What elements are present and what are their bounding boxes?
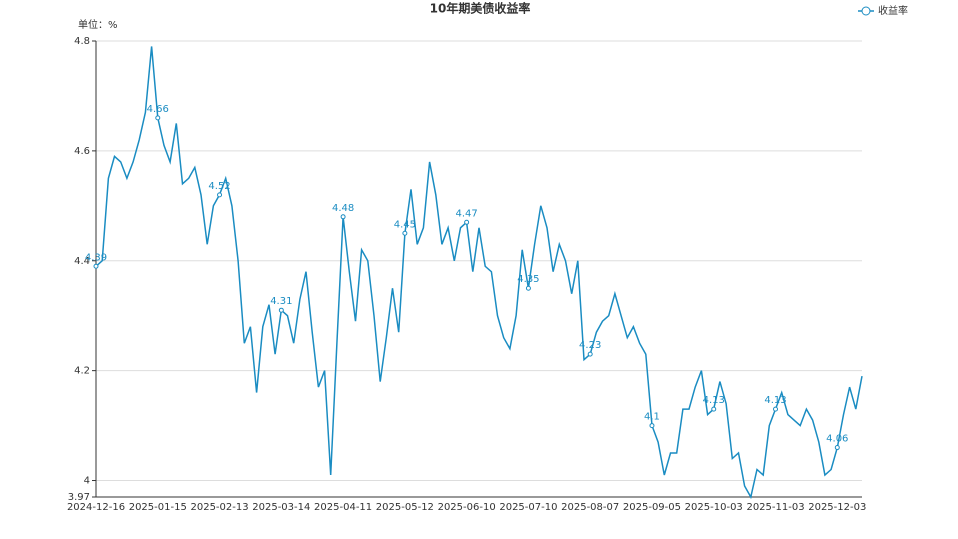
x-tick-label: 2025-02-13 <box>190 502 248 513</box>
data-label: 4.13 <box>703 395 725 406</box>
data-label: 4.31 <box>270 296 292 307</box>
data-label: 4.1 <box>644 412 660 423</box>
point <box>340 214 346 220</box>
data-label: 4.45 <box>394 219 416 230</box>
data-label: 4.06 <box>826 434 848 445</box>
data-label: 4.52 <box>208 181 230 192</box>
y-tick-label: 4.4 <box>74 256 90 267</box>
data-label: 4.48 <box>332 203 354 214</box>
point <box>711 406 717 412</box>
y-tick-label: 4 <box>84 476 90 487</box>
data-label: 4.39 <box>85 252 107 263</box>
point <box>155 115 161 121</box>
point <box>402 230 408 236</box>
x-tick-label: 2025-09-05 <box>623 502 681 513</box>
point <box>834 445 840 451</box>
x-tick-label: 2025-12-03 <box>808 502 866 513</box>
legend-label: 收益率 <box>878 4 908 17</box>
point <box>278 307 284 313</box>
point <box>649 423 655 429</box>
chart-title: 10年期美债收益率 <box>430 1 531 16</box>
x-tick-label: 2025-11-03 <box>746 502 804 513</box>
x-tick-label: 2025-07-10 <box>499 502 557 513</box>
y-tick-label: 3.97 <box>68 492 90 503</box>
x-tick-label: 2025-01-15 <box>129 502 187 513</box>
data-label: 4.66 <box>147 104 169 115</box>
x-tick-label: 2025-04-11 <box>314 502 372 513</box>
unit-label: 单位：% <box>78 18 118 31</box>
legend-marker <box>861 6 871 16</box>
data-label: 4.23 <box>579 340 601 351</box>
x-tick-label: 2025-03-14 <box>252 502 310 513</box>
data-label: 4.13 <box>764 395 786 406</box>
data-label: 4.47 <box>456 208 478 219</box>
point <box>217 192 223 198</box>
x-tick-label: 2025-06-10 <box>438 502 496 513</box>
point <box>525 285 531 291</box>
x-tick-label: 2025-08-07 <box>561 502 619 513</box>
x-tick-label: 2025-05-12 <box>376 502 434 513</box>
point <box>464 219 470 225</box>
point <box>93 263 99 269</box>
y-tick-label: 4.2 <box>74 366 90 377</box>
data-label: 4.35 <box>517 274 539 285</box>
line-series <box>95 46 863 500</box>
x-tick-label: 2025-10-03 <box>685 502 743 513</box>
point <box>587 351 593 357</box>
x-tick-label: 2024-12-16 <box>67 502 125 513</box>
y-tick-label: 4.8 <box>74 36 90 47</box>
y-tick-label: 4.6 <box>74 146 90 157</box>
point <box>773 406 779 412</box>
